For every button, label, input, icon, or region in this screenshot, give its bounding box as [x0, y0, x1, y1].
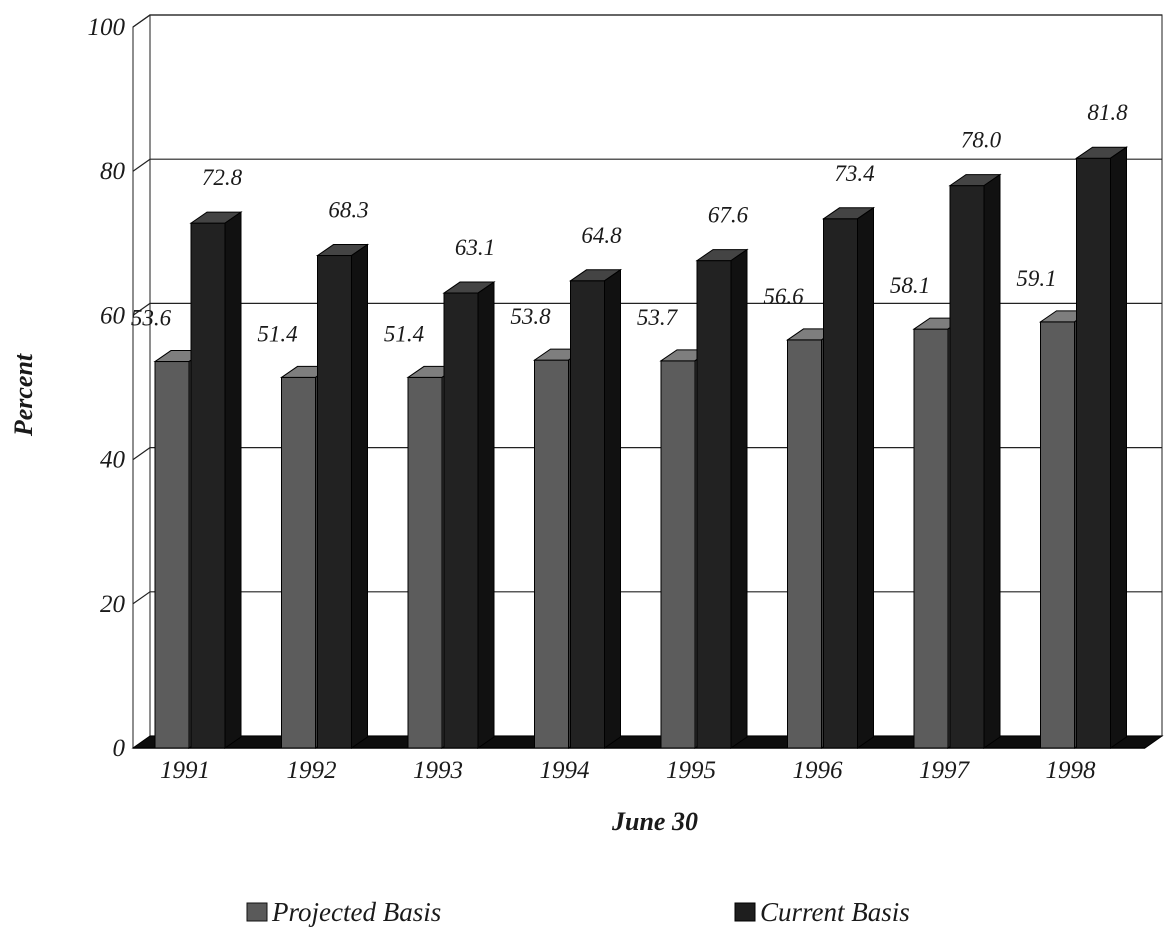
- data-label-current-1992: 68.3: [328, 198, 368, 223]
- legend: Projected Basis Current Basis: [246, 897, 910, 927]
- bar-current-1994: [568, 268, 623, 749]
- x-tick-label: 1995: [666, 757, 716, 784]
- data-label-projected-1996: 56.6: [763, 284, 804, 309]
- bar-current-1993: [442, 281, 496, 749]
- legend-label-projected: Projected Basis: [271, 897, 441, 927]
- legend-label-current: Current Basis: [760, 897, 910, 927]
- data-label-current-1995: 67.6: [708, 203, 749, 228]
- bar-current-1998: [1074, 146, 1129, 749]
- x-tick-label: 1996: [793, 757, 844, 784]
- bar-current-1991: [189, 211, 243, 749]
- x-tick-label: 1992: [287, 757, 337, 784]
- bar-current-1992: [315, 243, 370, 749]
- bar-current-1997: [948, 173, 1002, 749]
- gridline: [132, 14, 1162, 28]
- data-label-projected-1993: 51.4: [384, 321, 424, 346]
- bars: [153, 146, 1129, 749]
- data-label-projected-1991: 53.6: [131, 306, 172, 331]
- x-tick-label: 1998: [1046, 757, 1097, 784]
- y-axis: 0 20 40 60 80 100: [88, 14, 126, 762]
- y-axis-title: Percent: [9, 353, 38, 437]
- data-label-current-1998: 81.8: [1087, 100, 1128, 125]
- y-tick-label: 100: [88, 14, 126, 41]
- data-label-current-1996: 73.4: [834, 161, 874, 186]
- legend-item-projected: Projected Basis: [246, 897, 441, 927]
- side-wall-edge: [132, 14, 151, 748]
- data-label-current-1993: 63.1: [455, 235, 495, 260]
- gridline: [132, 158, 1162, 172]
- data-label-current-1991: 72.8: [202, 165, 243, 190]
- x-axis: 1991 1992 1993 1994 1995 1996 1997 1998: [160, 757, 1096, 784]
- x-tick-label: 1994: [540, 757, 590, 784]
- data-label-current-1997: 78.0: [961, 128, 1002, 153]
- data-label-projected-1994: 53.8: [510, 304, 551, 329]
- data-label-projected-1995: 53.7: [637, 305, 679, 330]
- legend-swatch-projected: [246, 902, 268, 922]
- legend-item-current: Current Basis: [734, 897, 910, 927]
- data-label-projected-1998: 59.1: [1016, 266, 1056, 291]
- y-tick-label: 20: [100, 591, 126, 618]
- y-tick-label: 80: [100, 158, 126, 185]
- bar-current-1995: [695, 248, 749, 749]
- y-tick-label: 0: [113, 735, 126, 762]
- x-tick-label: 1993: [413, 757, 463, 784]
- data-labels: 53.6 72.8 51.4 68.3 51.4 63.1 53.8 64.8 53.7 67.6…: [131, 100, 1128, 346]
- data-label-projected-1997: 58.1: [890, 273, 930, 298]
- y-tick-label: 40: [100, 447, 126, 474]
- y-tick-label: 60: [100, 302, 126, 329]
- data-label-current-1994: 64.8: [581, 223, 622, 248]
- x-axis-title: June 30: [611, 807, 698, 836]
- data-label-projected-1992: 51.4: [257, 321, 297, 346]
- bar-current-1996: [821, 206, 876, 749]
- x-tick-label: 1997: [919, 757, 971, 784]
- legend-swatch-current: [734, 902, 756, 922]
- x-tick-label: 1991: [160, 757, 210, 784]
